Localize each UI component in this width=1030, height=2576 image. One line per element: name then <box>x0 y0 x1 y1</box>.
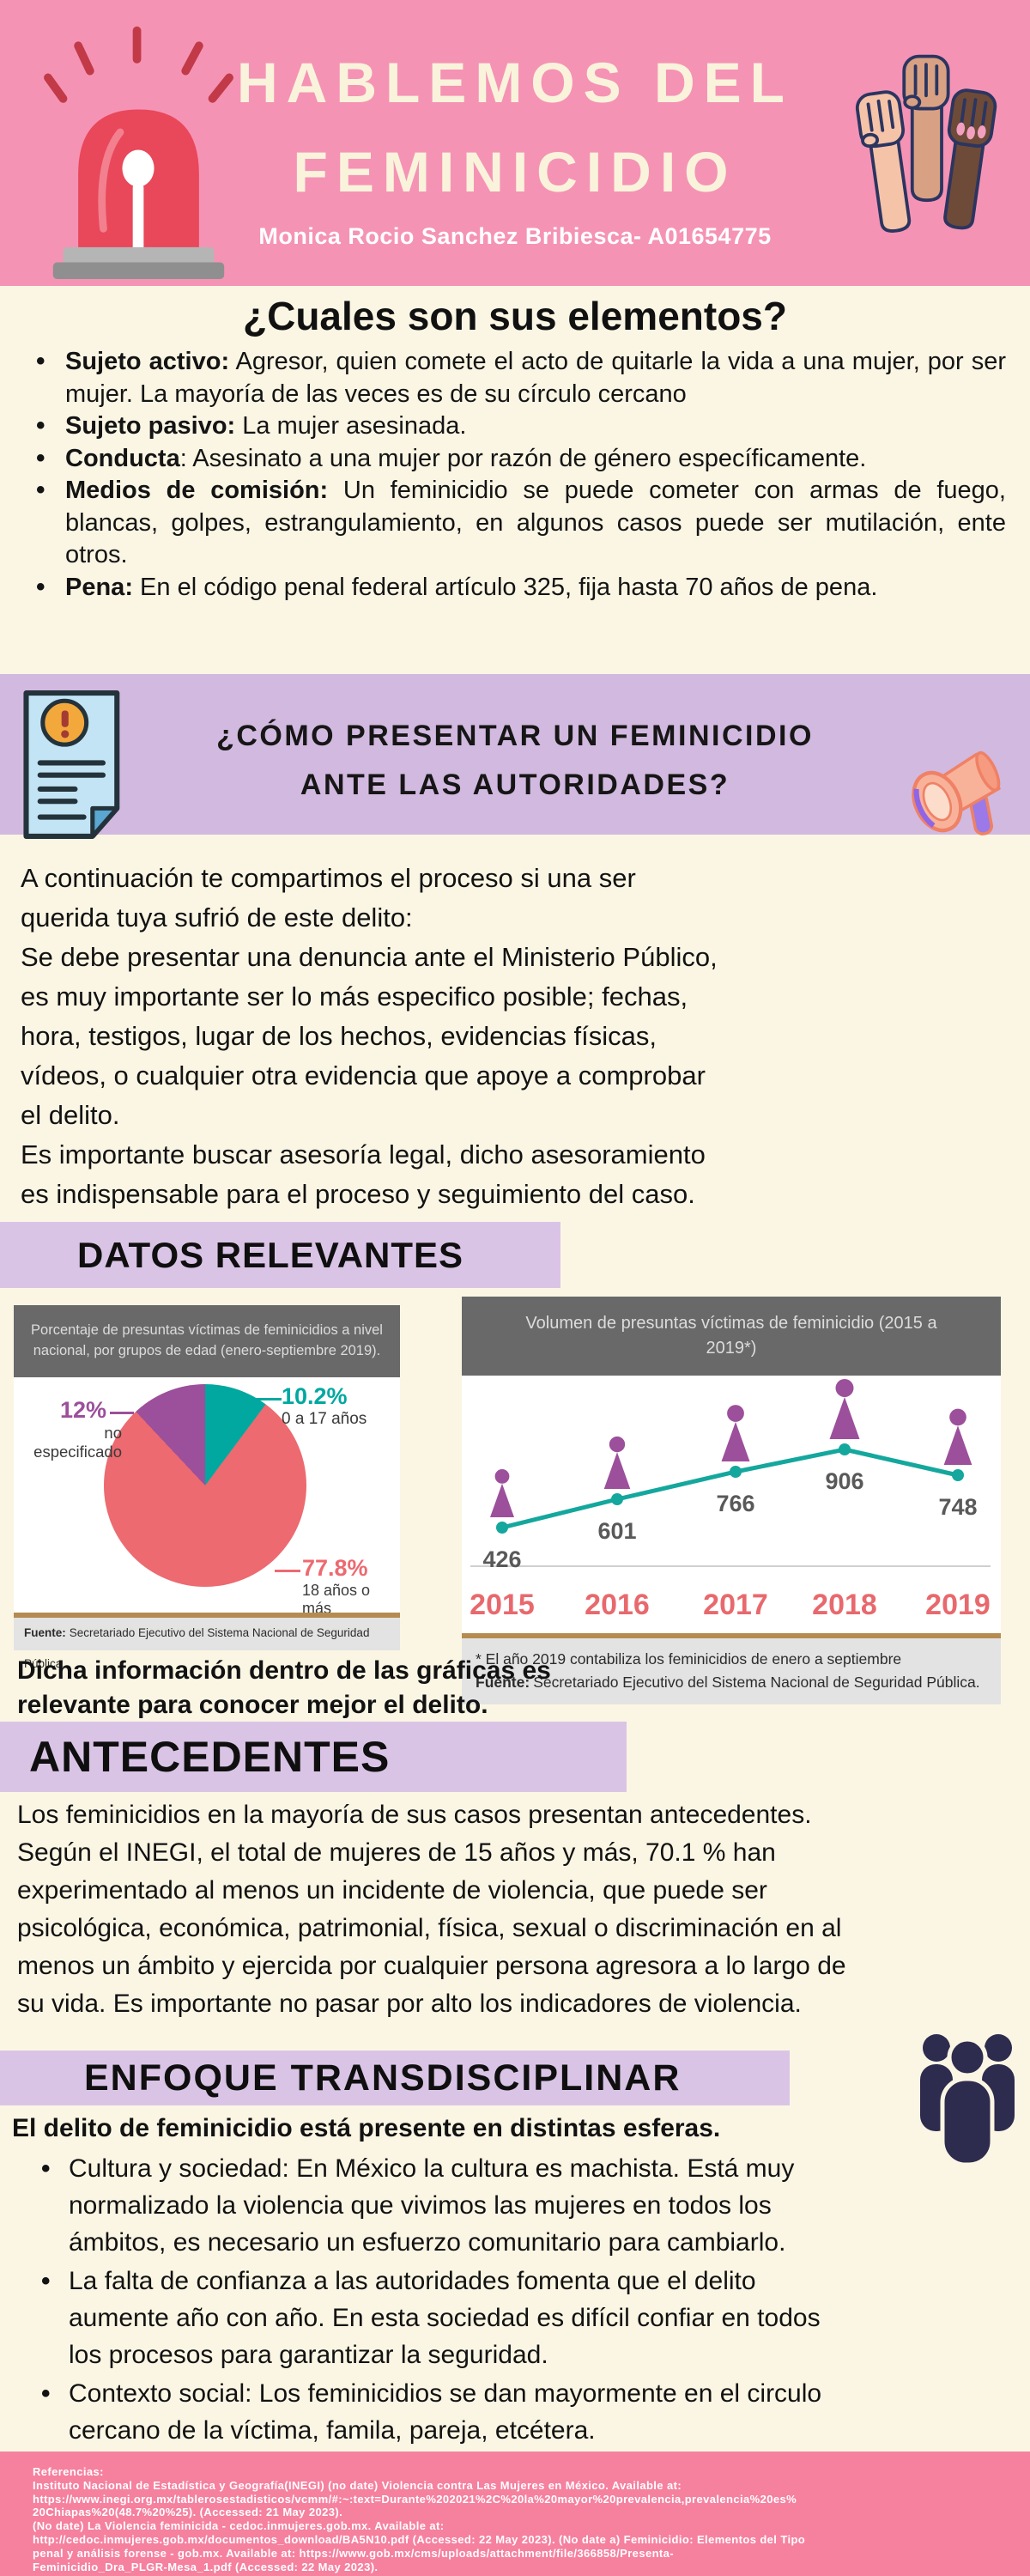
section-title-datos-relevantes: DATOS RELEVANTES <box>0 1222 560 1288</box>
proceso-paragraph: A continuación te compartimos el proceso… <box>21 863 718 1209</box>
svg-text:426: 426 <box>482 1546 521 1572</box>
year-label: 2015 <box>470 1589 535 1621</box>
raised-fists-icon <box>855 54 997 233</box>
section-enfoque: El delito de feminicidio está presente e… <box>12 2114 1021 2451</box>
elements-list: Sujeto activo: Agresor, quien comete el … <box>24 345 1006 605</box>
pie-chart-area: 10.2% 0 a 17 años 12% no especificado 77… <box>14 1377 400 1617</box>
list-item: Sujeto pasivo: La mujer asesinada. <box>24 410 1006 443</box>
list-item: Pena: En el código penal federal artícul… <box>24 571 1006 605</box>
people-group-icon <box>920 2034 1015 2167</box>
references-text: Referencias: Instituto Nacional de Estad… <box>33 2465 806 2573</box>
section-title-antecedentes: ANTECEDENTES <box>0 1722 627 1792</box>
line-chart-footnote: * El año 2019 contabiliza los feminicidi… <box>476 1650 902 1668</box>
charts-note: Dicha información dentro de las gráficas… <box>17 1656 551 1719</box>
enfoque-intro: El delito de feminicidio está presente e… <box>12 2114 721 2142</box>
enfoque-list: Cultura y sociedad: En México la cultura… <box>12 2150 1021 2449</box>
section-title-enfoque: ENFOQUE TRANSDISCIPLINAR <box>0 2050 790 2105</box>
page-title-line2: FEMINICIDIO <box>293 140 737 204</box>
list-item: Sujeto activo: Agresor, quien comete el … <box>24 345 1006 410</box>
list-item: Contexto social: Los feminicidios se dan… <box>12 2375 1021 2449</box>
svg-text:748: 748 <box>938 1494 977 1520</box>
pie-callout-no-especificado: 12% no especificado <box>33 1397 122 1461</box>
author-byline: Monica Rocio Sanchez Bribiesca- A0165477… <box>258 223 772 249</box>
pie-chart <box>104 1384 306 1587</box>
siren-icon <box>44 26 233 279</box>
line-chart: 426 601 766 906 748 <box>470 1379 991 1572</box>
x-axis-years: 2015 2016 2017 2018 2019 <box>462 1589 1001 1630</box>
line-chart-source: * El año 2019 contabiliza los feminicidi… <box>462 1633 1001 1704</box>
section-title-elementos: ¿Cuales son sus elementos? <box>243 294 787 338</box>
section-elementos: ¿Cuales son sus elementos? Sujeto activo… <box>0 286 1030 674</box>
chart-panel-line: Volumen de presuntas víctimas de feminic… <box>462 1297 1001 1704</box>
list-item: Cultura y sociedad: En México la cultura… <box>12 2150 1021 2261</box>
pie-callout-line <box>251 1398 282 1400</box>
header: HABLEMOS DEL FEMINICIDIO Monica Rocio Sa… <box>0 0 1030 286</box>
megaphone-icon <box>912 750 1001 835</box>
section-como-presentar: ¿CÓMO PRESENTAR UN FEMINICIDIO ANTE LAS … <box>0 674 1030 839</box>
year-label: 2019 <box>925 1589 991 1621</box>
pie-callout-0-17: 10.2% 0 a 17 años <box>282 1383 367 1428</box>
line-chart-title: Volumen de presuntas víctimas de feminic… <box>462 1297 1001 1376</box>
page-title: HABLEMOS DEL FEMINICIDIO <box>180 38 850 216</box>
year-label: 2018 <box>812 1589 877 1621</box>
pie-callout-line <box>275 1570 300 1572</box>
list-item: La falta de confianza a las autoridades … <box>12 2263 1021 2373</box>
year-label: 2017 <box>703 1589 768 1621</box>
page-title-line1: HABLEMOS DEL <box>237 51 793 114</box>
section-title-como-presentar: ¿CÓMO PRESENTAR UN FEMINICIDIO ANTE LAS … <box>129 712 901 810</box>
pie-chart-title: Porcentaje de presuntas víctimas de femi… <box>14 1305 400 1377</box>
chart-panel-pie: Porcentaje de presuntas víctimas de femi… <box>14 1305 400 1670</box>
references-footer: Referencias: Instituto Nacional de Estad… <box>0 2451 1030 2576</box>
list-item: Conducta: Asesinato a una mujer por razó… <box>24 442 1006 476</box>
band-title-line1: ¿CÓMO PRESENTAR UN FEMINICIDIO <box>216 720 814 752</box>
pie-callout-18-mas: 77.8% 18 años o más <box>302 1555 371 1617</box>
svg-text:906: 906 <box>825 1468 863 1494</box>
document-alert-icon <box>23 690 120 839</box>
svg-text:601: 601 <box>597 1518 636 1544</box>
list-item: Medios de comisión: Un feminicidio se pu… <box>24 474 1006 572</box>
section-proceso: A continuación te compartimos el proceso… <box>0 835 1030 1214</box>
svg-text:766: 766 <box>716 1491 754 1516</box>
antecedentes-paragraph: Los feminicidios en la mayoría de sus ca… <box>17 1801 846 2018</box>
pie-source: Fuente: Secretariado Ejecutivo del Sistem… <box>14 1613 400 1670</box>
band-title-line2: ANTE LAS AUTORIDADES? <box>300 769 730 801</box>
section-antecedentes: Los feminicidios en la mayoría de sus ca… <box>17 1796 1018 2023</box>
year-label: 2016 <box>585 1589 650 1621</box>
pie-callout-line <box>110 1412 134 1414</box>
